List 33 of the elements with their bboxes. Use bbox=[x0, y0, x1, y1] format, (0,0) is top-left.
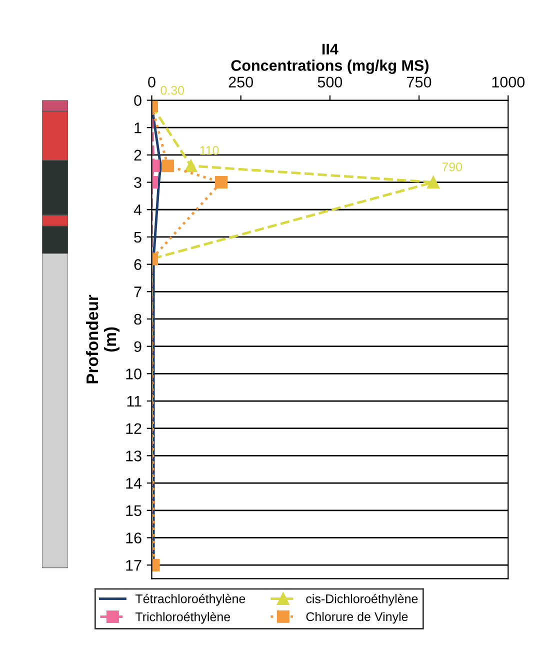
y-tick-label: 5 bbox=[134, 232, 142, 243]
x-tick-label: 500 bbox=[318, 76, 342, 88]
y-tick-label: 14 bbox=[126, 478, 142, 489]
x-tick-label: 250 bbox=[228, 76, 253, 88]
x-axis-title: Concentrations (mg/kg MS) bbox=[231, 60, 428, 74]
y-tick-label: 6 bbox=[134, 259, 142, 270]
y-tick-label: 1 bbox=[134, 122, 142, 134]
y-tick-label: 9 bbox=[134, 341, 142, 352]
y-tick-label: 12 bbox=[126, 423, 142, 434]
x-tick-label: 1000 bbox=[492, 76, 525, 88]
y-tick-label: 2 bbox=[134, 150, 142, 160]
y-tick-label: 17 bbox=[126, 560, 142, 571]
y-tick-label: 15 bbox=[126, 505, 142, 516]
y-tick-label: 13 bbox=[126, 450, 142, 462]
y-tick-label: 7 bbox=[134, 286, 142, 298]
y-tick-label: 8 bbox=[134, 314, 142, 325]
x-tick-label: 0 bbox=[148, 76, 156, 88]
y-tick-label: 0 bbox=[134, 95, 142, 106]
y-tick-label: 11 bbox=[127, 396, 142, 407]
y-tick-label: 16 bbox=[126, 532, 142, 544]
legend-label: Chlorure de Vinyle bbox=[306, 612, 408, 624]
x-tick-label: 750 bbox=[407, 76, 432, 88]
data-label: 0.30 bbox=[160, 86, 184, 95]
y-tick-label: 3 bbox=[134, 177, 142, 188]
legend-label: Trichloroéthylène bbox=[135, 612, 230, 624]
legend-label: cis-Dichloroéthylène bbox=[306, 594, 418, 606]
data-label: 110 bbox=[200, 146, 219, 155]
legend-label: Tétrachloroéthylène bbox=[135, 594, 246, 606]
chart-title: II4 bbox=[322, 44, 338, 54]
y-tick-label: 10 bbox=[126, 368, 142, 380]
y-tick-label: 4 bbox=[134, 204, 142, 216]
data-label: 790 bbox=[442, 162, 462, 172]
y-axis-title: Profondeur (m) bbox=[86, 294, 120, 384]
